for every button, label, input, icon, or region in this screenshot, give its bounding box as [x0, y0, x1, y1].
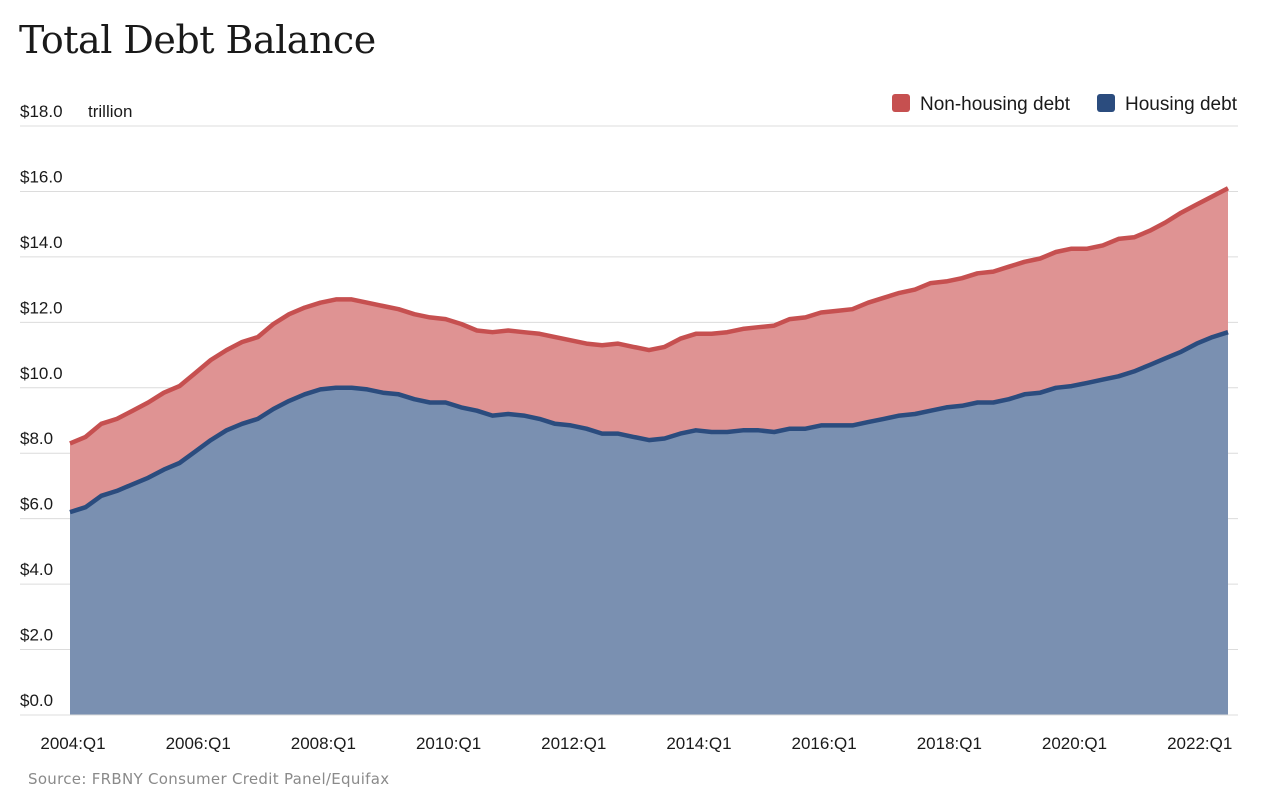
y-tick-label: $10.0: [20, 364, 63, 383]
legend-swatch: [1097, 94, 1115, 112]
y-tick-label: $8.0: [20, 429, 53, 448]
legend-swatch: [892, 94, 910, 112]
x-axis-ticks: 2004:Q1 2006:Q1 2008:Q1 2010:Q1 2012:Q1 2014:…: [40, 734, 1232, 753]
x-tick-label: 2018:Q1: [917, 734, 982, 753]
legend: Non-housing debt Housing debt: [892, 94, 1238, 115]
x-tick-label: 2010:Q1: [416, 734, 481, 753]
y-tick-label: $4.0: [20, 560, 53, 579]
area-layers: [70, 188, 1228, 715]
chart-title: Total Debt Balance: [19, 18, 376, 62]
x-tick-label: 2006:Q1: [166, 734, 231, 753]
y-tick-label: $18.0: [20, 102, 63, 121]
non-housing-line: [69, 186, 1230, 446]
x-tick-label: 2022:Q1: [1167, 734, 1232, 753]
y-tick-label: $2.0: [20, 626, 53, 645]
x-tick-label: 2016:Q1: [792, 734, 857, 753]
y-tick-label: $16.0: [20, 167, 63, 186]
housing-line: [69, 330, 1229, 515]
x-tick-label: 2008:Q1: [291, 734, 356, 753]
y-tick-label: $0.0: [20, 691, 53, 710]
y-tick-label: $12.0: [20, 298, 63, 317]
legend-label: Non-housing debt: [920, 94, 1071, 115]
y-tick-label: $6.0: [20, 495, 53, 514]
series-lines: [20, 186, 1238, 716]
y-axis-ticks: $0.0 $2.0 $4.0 $6.0 $8.0 $10.0 $12.0 $14.0 $16.0…: [20, 102, 63, 710]
x-tick-label: 2012:Q1: [541, 734, 606, 753]
housing-area: [70, 332, 1228, 715]
legend-label: Housing debt: [1125, 94, 1238, 115]
x-tick-label: 2004:Q1: [40, 734, 105, 753]
y-axis-unit-label: trillion: [88, 102, 132, 121]
source-note: Source: FRBNY Consumer Credit Panel/Equi…: [28, 770, 390, 788]
x-tick-label: 2020:Q1: [1042, 734, 1107, 753]
y-tick-label: $14.0: [20, 233, 63, 252]
x-tick-label: 2014:Q1: [666, 734, 731, 753]
